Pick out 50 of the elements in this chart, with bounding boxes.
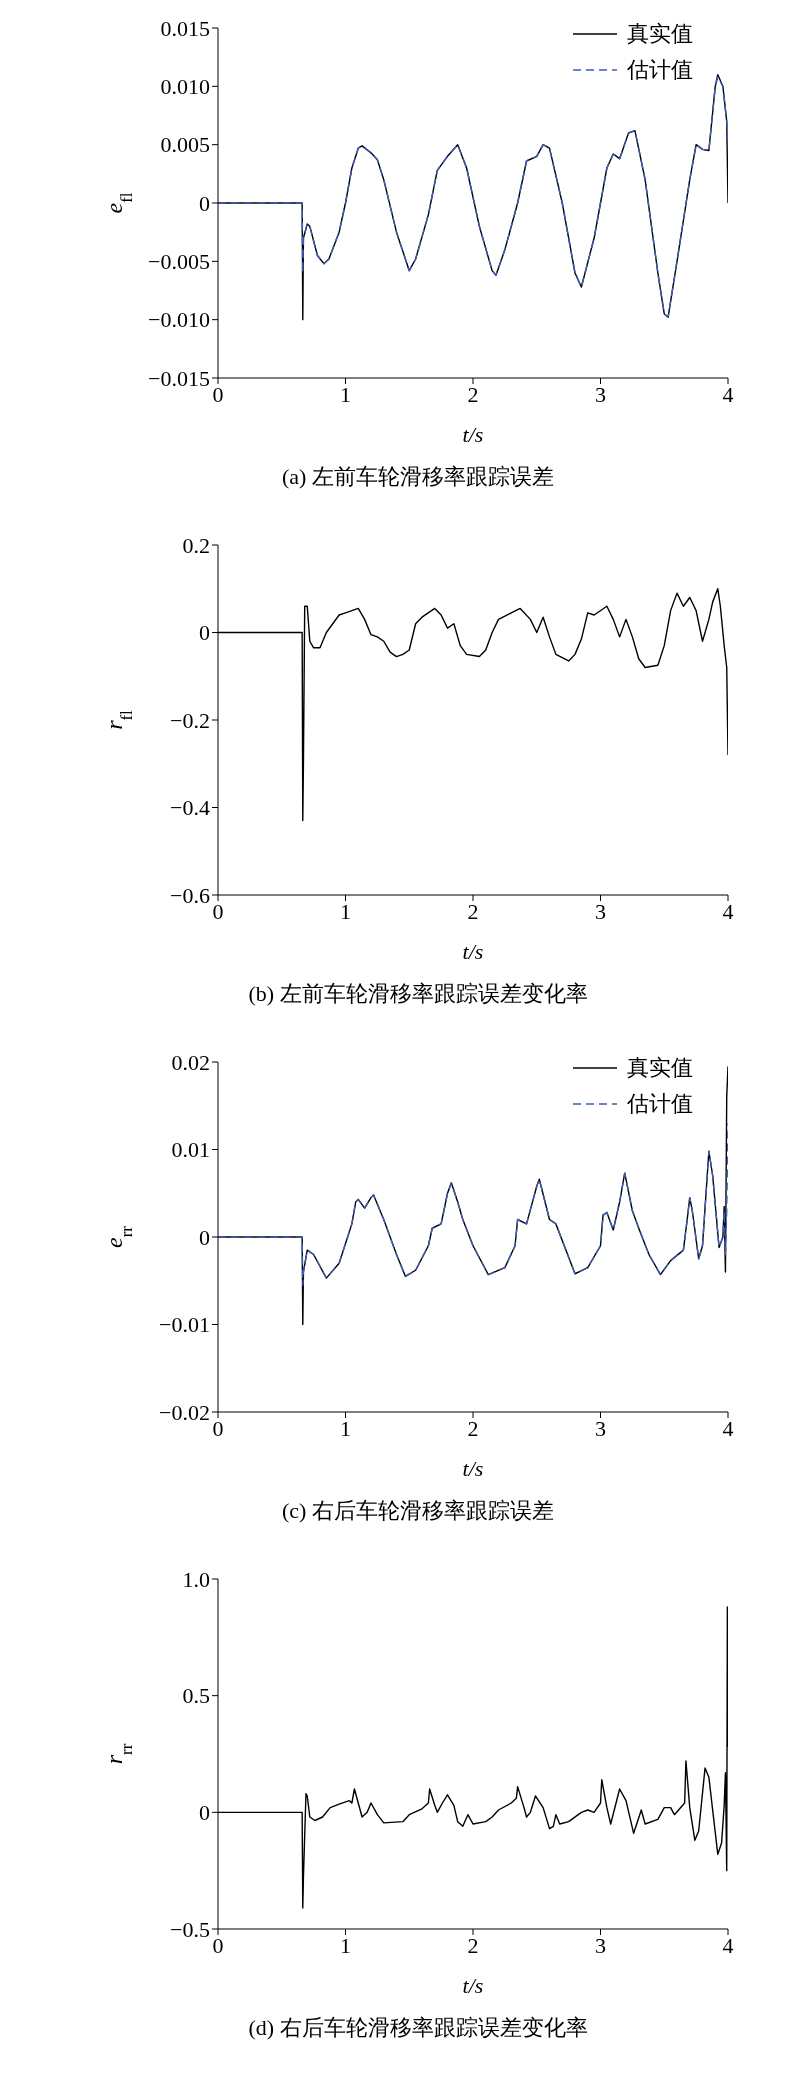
x-tick-label: 3 (595, 1415, 606, 1441)
text: (c) 右后车轮滑移率跟踪误差 (281, 1497, 555, 1525)
y-tick-label: 0.02 (171, 1049, 210, 1075)
legend-label: 真实值 (627, 1054, 693, 1082)
x-axis-title: t/s (462, 1456, 484, 1481)
y-tick-label: 0 (199, 1800, 210, 1826)
text: (d) 右后车轮滑移率跟踪误差变化率 (247, 2014, 589, 2042)
y-tick-label: −0.2 (170, 707, 210, 733)
x-tick-label: 4 (722, 381, 734, 407)
y-tick-label: −0.005 (148, 249, 210, 275)
x-tick-label: 4 (722, 1932, 734, 1958)
x-axis-title: t/s (462, 1973, 484, 1998)
y-tick-label: 0 (199, 190, 210, 216)
x-tick-label: 2 (467, 1932, 479, 1958)
x-axis-title: t/s (462, 939, 484, 964)
x-tick-label: 2 (467, 898, 479, 924)
y-tick-label: −0.6 (170, 882, 210, 908)
x-tick-label: 3 (595, 1932, 606, 1958)
y-tick-label: −0.02 (159, 1399, 210, 1425)
y-tick-label: 0.005 (160, 132, 210, 158)
x-tick-label: 3 (595, 381, 606, 407)
y-tick-label: 0.2 (182, 532, 210, 558)
x-axis-title: t/s (462, 422, 484, 447)
x-tick-label: 4 (722, 1415, 734, 1441)
legend-label: 真实值 (627, 20, 693, 48)
y-tick-label: 0.010 (160, 74, 210, 100)
y-tick-label: −0.015 (148, 365, 210, 391)
y-tick-label: −0.010 (148, 307, 210, 333)
y-tick-label: 0.5 (182, 1683, 210, 1709)
text: (a) 左前车轮滑移率跟踪误差 (281, 463, 555, 491)
x-tick-label: 2 (467, 1415, 479, 1441)
x-tick-label: 1 (340, 1932, 351, 1958)
x-tick-label: 1 (340, 898, 351, 924)
y-tick-label: −0.4 (170, 795, 210, 821)
x-tick-label: 4 (722, 898, 734, 924)
y-tick-label: 0.01 (171, 1137, 210, 1163)
x-tick-label: 1 (340, 381, 351, 407)
line-series (218, 1122, 728, 1286)
y-tick-label: −0.01 (159, 1312, 210, 1338)
text: (b) 左前车轮滑移率跟踪误差变化率 (247, 980, 589, 1008)
y-tick-label: 1.0 (182, 1566, 210, 1592)
x-tick-label: 2 (467, 381, 479, 407)
y-tick-label: 0 (199, 620, 210, 646)
legend-label: 估计值 (627, 1090, 693, 1118)
y-tick-label: 0 (199, 1224, 210, 1250)
x-tick-label: 3 (595, 898, 606, 924)
y-tick-label: −0.5 (170, 1916, 210, 1942)
y-tick-label: 0.015 (160, 15, 210, 41)
x-tick-label: 1 (340, 1415, 351, 1441)
legend-label: 估计值 (627, 56, 693, 84)
